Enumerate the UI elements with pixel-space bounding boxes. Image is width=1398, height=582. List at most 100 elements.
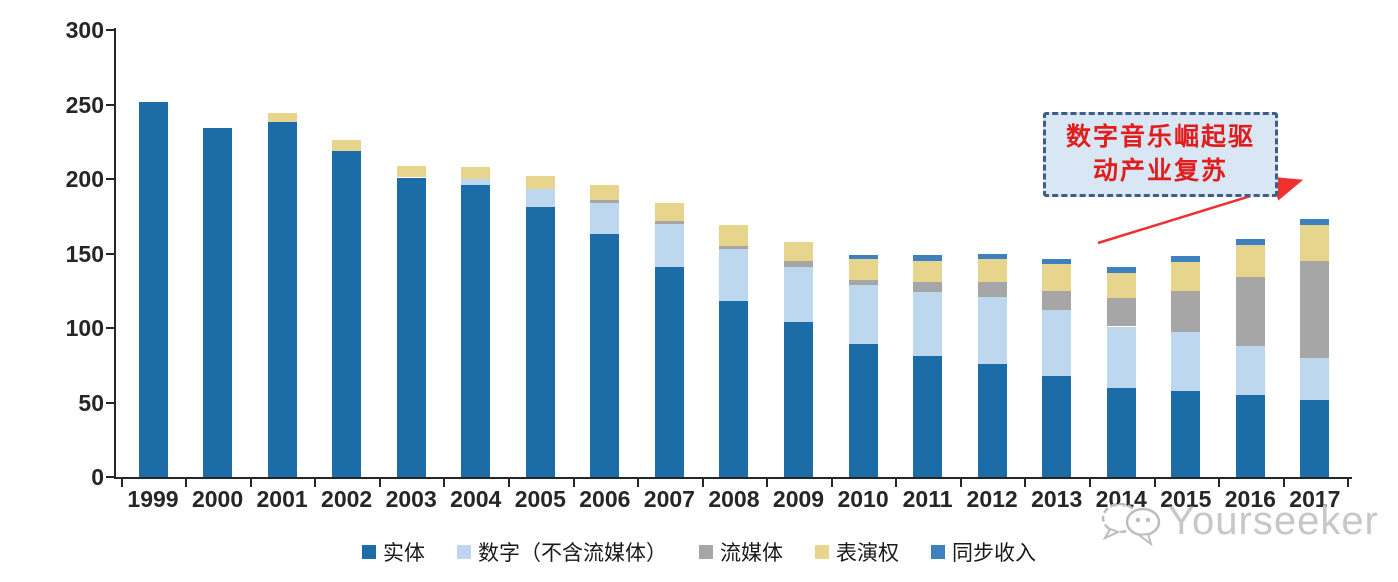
bar-segment-同步收入 <box>1300 219 1330 226</box>
bar-segment-流媒体 <box>1042 290 1072 311</box>
bar-segment-同步收入 <box>913 254 943 261</box>
y-axis-tick-label: 150 <box>65 240 104 267</box>
bar-segment-实体 <box>1300 399 1330 477</box>
y-axis-tick <box>106 103 114 106</box>
x-axis-tick <box>508 479 511 487</box>
bar-segment-数字（不含流媒体） <box>913 292 943 357</box>
legend-swatch-icon <box>362 545 376 559</box>
bar-segment-同步收入 <box>977 253 1007 260</box>
bar-segment-表演权 <box>848 259 878 281</box>
x-axis-tick <box>1282 479 1285 487</box>
y-axis-tick-label: 300 <box>65 17 104 43</box>
legend-label: 数字（不含流媒体） <box>478 541 667 565</box>
bar-segment-实体 <box>1042 375 1072 477</box>
bar-segment-表演权 <box>396 165 426 178</box>
bar-segment-数字（不含流媒体） <box>1042 310 1072 376</box>
bar-segment-实体 <box>203 128 233 477</box>
bar-segment-数字（不含流媒体） <box>1300 357 1330 400</box>
bar-segment-实体 <box>1171 390 1201 477</box>
bar-segment-表演权 <box>1235 244 1265 278</box>
bar-segment-流媒体 <box>1235 277 1265 346</box>
x-axis-label: 1999 <box>127 486 179 512</box>
bar-segment-流媒体 <box>1171 290 1201 333</box>
watermark-text: Yourseeker <box>1168 498 1379 543</box>
bar-segment-表演权 <box>654 202 684 221</box>
bar-segment-同步收入 <box>1235 238 1265 245</box>
annotation-text-line1: 数字音乐崛起驱 <box>1065 123 1255 151</box>
bar-segment-表演权 <box>719 225 749 247</box>
bar-segment-表演权 <box>977 259 1007 282</box>
x-axis-tick <box>443 479 446 487</box>
x-axis-label: 2017 <box>1289 486 1341 512</box>
bar-segment-实体 <box>654 266 684 477</box>
bar-segment-实体 <box>913 356 943 477</box>
bar-segment-数字（不含流媒体） <box>654 223 684 267</box>
x-axis-label: 2013 <box>1031 486 1083 512</box>
x-axis-tick <box>1088 479 1091 487</box>
bar-segment-实体 <box>461 184 491 477</box>
x-axis-tick <box>572 479 575 487</box>
x-axis-tick <box>1218 479 1221 487</box>
y-axis-tick-label: 100 <box>65 315 104 341</box>
bar-segment-实体 <box>267 122 297 477</box>
legend-label: 表演权 <box>836 541 899 565</box>
bar-segment-表演权 <box>332 140 362 151</box>
x-axis-label: 2008 <box>708 486 760 512</box>
x-axis-line <box>114 477 1352 479</box>
legend-swatch-icon <box>815 545 829 559</box>
x-axis-tick <box>830 479 833 487</box>
x-axis-tick <box>701 479 704 487</box>
legend-swatch-icon <box>699 545 713 559</box>
legend-label: 实体 <box>383 541 425 565</box>
x-axis-tick <box>120 479 123 487</box>
x-axis-tick <box>249 479 252 487</box>
legend-item: 同步收入 <box>931 537 1036 567</box>
x-axis-label: 2005 <box>514 486 566 512</box>
x-axis-tick <box>185 479 188 487</box>
bar-segment-数字（不含流媒体） <box>461 179 491 185</box>
bar-segment-流媒体 <box>719 246 749 250</box>
bar-segment-同步收入 <box>848 254 878 260</box>
x-axis-label: 2016 <box>1224 486 1276 512</box>
bar-segment-数字（不含流媒体） <box>784 266 813 323</box>
bar-segment-表演权 <box>784 241 813 261</box>
bar-segment-数字（不含流媒体） <box>977 296 1007 364</box>
bar-segment-表演权 <box>1106 272 1136 299</box>
x-axis-label: 2001 <box>256 486 308 512</box>
x-axis-label: 2003 <box>385 486 437 512</box>
x-axis-tick <box>637 479 640 487</box>
legend-item: 流媒体 <box>699 537 783 567</box>
chat-bubbles-logo-icon <box>1101 502 1161 547</box>
bar-segment-流媒体 <box>1300 260 1330 358</box>
legend-item: 数字（不含流媒体） <box>457 537 667 567</box>
bar-segment-数字（不含流媒体） <box>525 189 555 208</box>
annotation-text-line2: 动产业复苏 <box>1092 157 1228 185</box>
bar-segment-实体 <box>848 344 878 477</box>
legend-label: 同步收入 <box>952 541 1036 565</box>
bar-segment-流媒体 <box>654 220 684 224</box>
legend-swatch-icon <box>457 545 471 559</box>
x-axis-tick <box>959 479 962 487</box>
y-axis-tick-label: 0 <box>91 464 104 490</box>
x-axis-tick <box>1024 479 1027 487</box>
bar-segment-数字（不含流媒体） <box>719 249 749 302</box>
bar-segment-流媒体 <box>913 281 943 293</box>
y-axis-tick-label: 200 <box>65 166 104 192</box>
y-axis-tick <box>106 327 114 329</box>
legend-swatch-icon <box>931 545 945 559</box>
bar-segment-数字（不含流媒体） <box>1171 332 1201 391</box>
bar-segment-流媒体 <box>1106 298 1136 327</box>
y-axis-tick <box>106 178 114 180</box>
bar-segment-表演权 <box>1042 263 1072 291</box>
bar-segment-流媒体 <box>848 280 878 285</box>
bar-segment-实体 <box>590 234 620 477</box>
bar-segment-表演权 <box>461 167 491 179</box>
bar-segment-实体 <box>1235 395 1265 477</box>
y-axis-tick <box>106 252 114 255</box>
bar-segment-流媒体 <box>784 260 813 267</box>
annotation-box: 数字音乐崛起驱 动产业复苏 <box>1043 112 1278 197</box>
y-axis-tick <box>106 401 114 404</box>
bar-segment-实体 <box>719 301 749 477</box>
bar-segment-表演权 <box>1300 225 1330 261</box>
